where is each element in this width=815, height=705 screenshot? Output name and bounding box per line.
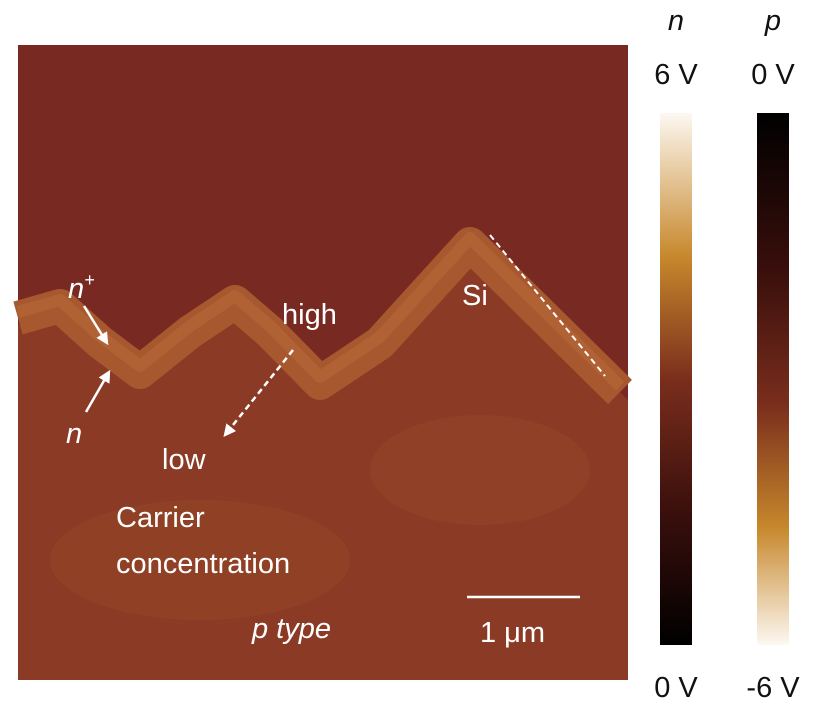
concentration-label: concentration (116, 548, 290, 580)
n-label: n (66, 418, 82, 450)
colorbar-max: 6 V (654, 59, 698, 91)
carrier-label: Carrier (116, 502, 205, 534)
figure: n+ n high low Si Carrier concentration p… (0, 0, 815, 705)
micrograph (18, 45, 628, 680)
p-type-label: p type (251, 613, 331, 645)
colorbar-min: -6 V (746, 672, 800, 704)
scale-bar-label: 1 μm (480, 617, 545, 649)
colorbar-min: 0 V (654, 672, 698, 704)
colorbar-max: 0 V (751, 59, 795, 91)
colorbar (660, 113, 692, 645)
colorbar-p: p 0 V -6 V (746, 5, 800, 704)
colorbar-n: n 6 V 0 V (654, 5, 698, 704)
si-label: Si (462, 280, 488, 312)
colorbar-title: p (764, 5, 781, 37)
high-label: high (282, 299, 337, 331)
colorbar (757, 113, 789, 645)
low-label: low (162, 444, 207, 476)
colorbar-title: n (668, 5, 684, 37)
